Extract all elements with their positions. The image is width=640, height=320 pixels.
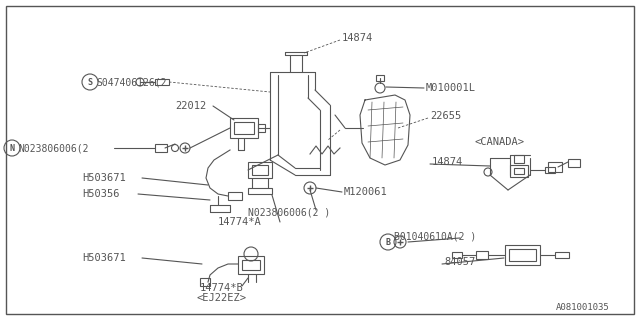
Bar: [548, 162, 562, 172]
Bar: [514, 168, 524, 174]
Text: 14774*B: 14774*B: [200, 283, 244, 293]
Text: H50356: H50356: [82, 189, 120, 199]
Bar: [242, 260, 260, 270]
Text: 14774*A: 14774*A: [218, 217, 262, 227]
Bar: [238, 256, 264, 274]
Bar: [200, 278, 210, 286]
Text: H503671: H503671: [82, 173, 125, 183]
Text: N: N: [10, 143, 15, 153]
Text: 22655: 22655: [430, 111, 461, 121]
Text: S047406126(2: S047406126(2: [96, 77, 166, 87]
Text: 84057: 84057: [444, 257, 476, 267]
Bar: [510, 165, 528, 177]
Bar: [376, 75, 384, 81]
Text: B: B: [385, 237, 390, 246]
Bar: [509, 249, 536, 261]
Bar: [248, 162, 272, 178]
Bar: [452, 252, 462, 258]
Text: 14874: 14874: [432, 157, 463, 167]
Text: H503671: H503671: [82, 253, 125, 263]
Bar: [505, 245, 540, 265]
Bar: [545, 167, 555, 173]
Bar: [155, 79, 169, 85]
Bar: [514, 155, 524, 163]
Bar: [252, 165, 268, 175]
Text: N023806006(2: N023806006(2: [18, 143, 88, 153]
Bar: [258, 124, 265, 132]
Text: <EJ22EZ>: <EJ22EZ>: [196, 293, 246, 303]
Text: B01040610A(2 ): B01040610A(2 ): [394, 231, 476, 241]
Text: A081001035: A081001035: [556, 303, 610, 313]
Bar: [228, 192, 242, 200]
Bar: [568, 159, 580, 167]
Text: S: S: [88, 77, 93, 86]
Bar: [155, 144, 167, 152]
Bar: [555, 252, 569, 258]
Text: N023806006(2 ): N023806006(2 ): [248, 207, 330, 217]
Bar: [234, 122, 254, 134]
Bar: [230, 118, 258, 138]
Text: 22012: 22012: [175, 101, 206, 111]
Bar: [248, 188, 272, 194]
Text: M010001L: M010001L: [426, 83, 476, 93]
Text: M120061: M120061: [344, 187, 388, 197]
Bar: [476, 251, 488, 259]
Text: 14874: 14874: [342, 33, 373, 43]
Text: <CANADA>: <CANADA>: [474, 137, 524, 147]
